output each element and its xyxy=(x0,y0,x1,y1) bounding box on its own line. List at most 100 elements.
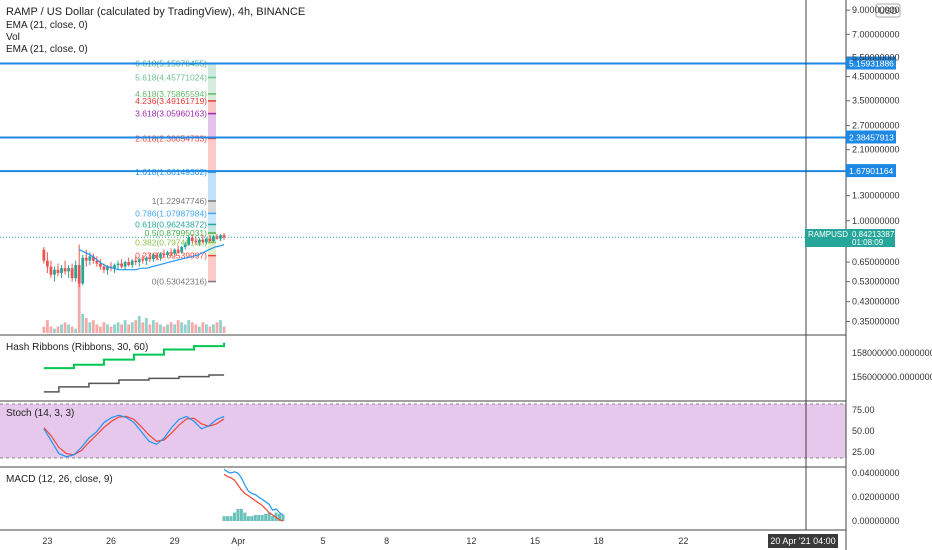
price-tick-label: 0.43000000 xyxy=(852,297,900,307)
volume-bar xyxy=(208,326,212,333)
price-tick-label: 0.65000000 xyxy=(852,257,900,267)
time-tick-label: Apr xyxy=(231,536,245,546)
candle-body xyxy=(127,262,131,266)
volume-bar xyxy=(130,322,134,333)
chart-title: RAMP / US Dollar (calculated by TradingV… xyxy=(6,6,305,18)
macd-label[interactable]: MACD (12, 26, close, 9) xyxy=(6,474,113,485)
ribbon-fast-line xyxy=(43,342,226,370)
fib-zone-band xyxy=(208,233,216,243)
currency-badge-label: USD xyxy=(878,6,898,16)
macd-tick: 0.00000000 xyxy=(852,516,900,526)
macd-histogram-bar xyxy=(232,512,236,521)
fib-zone-band xyxy=(208,63,216,78)
fib-zone-band xyxy=(208,255,216,282)
macd-histogram-bar xyxy=(253,515,257,521)
macd-histogram-bar xyxy=(264,513,268,521)
volume-bar xyxy=(116,322,120,333)
hash-ribbons-label[interactable]: Hash Ribbons (Ribbons, 30, 60) xyxy=(6,342,148,353)
crosshair-time-badge xyxy=(768,534,838,548)
fib-level-label: 4.618(3.75865594) xyxy=(135,89,207,99)
time-tick-label: 23 xyxy=(42,536,52,546)
volume-bar xyxy=(49,326,53,333)
macd-histogram-bar xyxy=(257,515,261,521)
price-tick-label: 2.70000000 xyxy=(852,121,900,131)
stoch-tick: 75.00 xyxy=(852,405,875,415)
candle-body xyxy=(180,247,184,253)
candle-body xyxy=(152,254,155,260)
volume-bar xyxy=(141,322,145,333)
candle-body xyxy=(99,263,102,267)
price-tick-label: 4.50000000 xyxy=(852,72,900,82)
candle-body xyxy=(205,238,208,243)
macd-histogram-bar xyxy=(239,509,243,521)
candle-body xyxy=(95,260,99,264)
volume-bar xyxy=(155,322,159,333)
volume-bar xyxy=(60,324,63,333)
price-tick-label: 2.10000000 xyxy=(852,145,900,155)
legend-vol[interactable]: Vol xyxy=(6,32,20,43)
candle-body xyxy=(120,263,123,267)
fib-zone-band xyxy=(208,93,216,101)
volume-bar xyxy=(215,322,219,333)
level-price-label: 1.67901164 xyxy=(849,166,894,176)
macd-histogram-bar xyxy=(281,515,285,521)
candle-body xyxy=(106,266,109,270)
candle-body xyxy=(159,253,162,258)
volume-bar xyxy=(187,320,191,333)
current-price-badge xyxy=(805,229,895,247)
macd-line xyxy=(223,468,284,516)
fib-level-label: 5.618(4.45771024) xyxy=(135,73,207,83)
time-tick-label: 18 xyxy=(594,536,604,546)
main-pane[interactable] xyxy=(0,0,846,335)
legend-ema-2[interactable]: EMA (21, close, 0) xyxy=(6,44,88,55)
candle-body xyxy=(130,260,134,266)
macd-histogram-bar xyxy=(226,516,230,521)
fib-zone-band xyxy=(208,242,216,256)
volume-bar xyxy=(70,326,74,333)
volume-bar xyxy=(99,326,102,333)
candle-body xyxy=(77,265,81,284)
candle-body xyxy=(212,236,215,241)
price-tick-label: 1.30000000 xyxy=(852,191,900,201)
candle-body xyxy=(49,266,53,275)
volume-bar xyxy=(152,320,155,333)
candle-body xyxy=(81,257,85,284)
hash-ribbons-plot xyxy=(43,342,226,393)
volume-bar xyxy=(219,320,222,333)
macd-tick: 0.02000000 xyxy=(852,492,900,502)
price-tick-label: 1.00000000 xyxy=(852,216,900,226)
candle-body xyxy=(60,268,63,273)
horizontal-levels[interactable]: 5.15931886 2.38457913 1.67901164 xyxy=(0,56,896,178)
volume-bar xyxy=(134,320,138,333)
time-tick-label: 15 xyxy=(530,536,540,546)
candle-body xyxy=(74,265,78,279)
macd-histogram-bar xyxy=(278,513,282,521)
candle-body xyxy=(148,257,152,260)
stoch-tick: 50.00 xyxy=(852,426,875,436)
volume-bar xyxy=(102,322,106,333)
price-axis[interactable]: 9.00000000 7.00000000 5.50000000 4.50000000… xyxy=(846,5,900,326)
volume-bar xyxy=(173,324,176,333)
fib-zone-band xyxy=(208,100,216,114)
legend-ema-1[interactable]: EMA (21, close, 0) xyxy=(6,20,88,31)
macd-histogram-bar xyxy=(243,512,247,521)
macd-plot xyxy=(222,468,285,522)
price-tick-label: 0.35000000 xyxy=(852,316,900,326)
macd-signal-line xyxy=(223,473,284,522)
candle-body xyxy=(222,235,226,238)
time-tick-label: 5 xyxy=(320,536,325,546)
crosshair-time-label: 20 Apr '21 04:00 xyxy=(770,536,835,546)
candle-body xyxy=(42,249,46,261)
candle-body xyxy=(46,260,49,267)
fib-zone-band xyxy=(208,213,216,225)
fib-zone-band xyxy=(208,113,216,139)
candle-body xyxy=(173,249,176,254)
stoch-label[interactable]: Stoch (14, 3, 3) xyxy=(6,408,74,419)
candle-body xyxy=(176,249,180,253)
time-axis[interactable]: 23 26 29 Apr 5 8 12 15 18 22 xyxy=(42,536,688,546)
fib-level-label: 4.236(3.49161719) xyxy=(135,96,207,106)
time-tick-label: 29 xyxy=(170,536,180,546)
currency-badge[interactable] xyxy=(875,3,901,18)
volume-bar xyxy=(197,326,201,333)
